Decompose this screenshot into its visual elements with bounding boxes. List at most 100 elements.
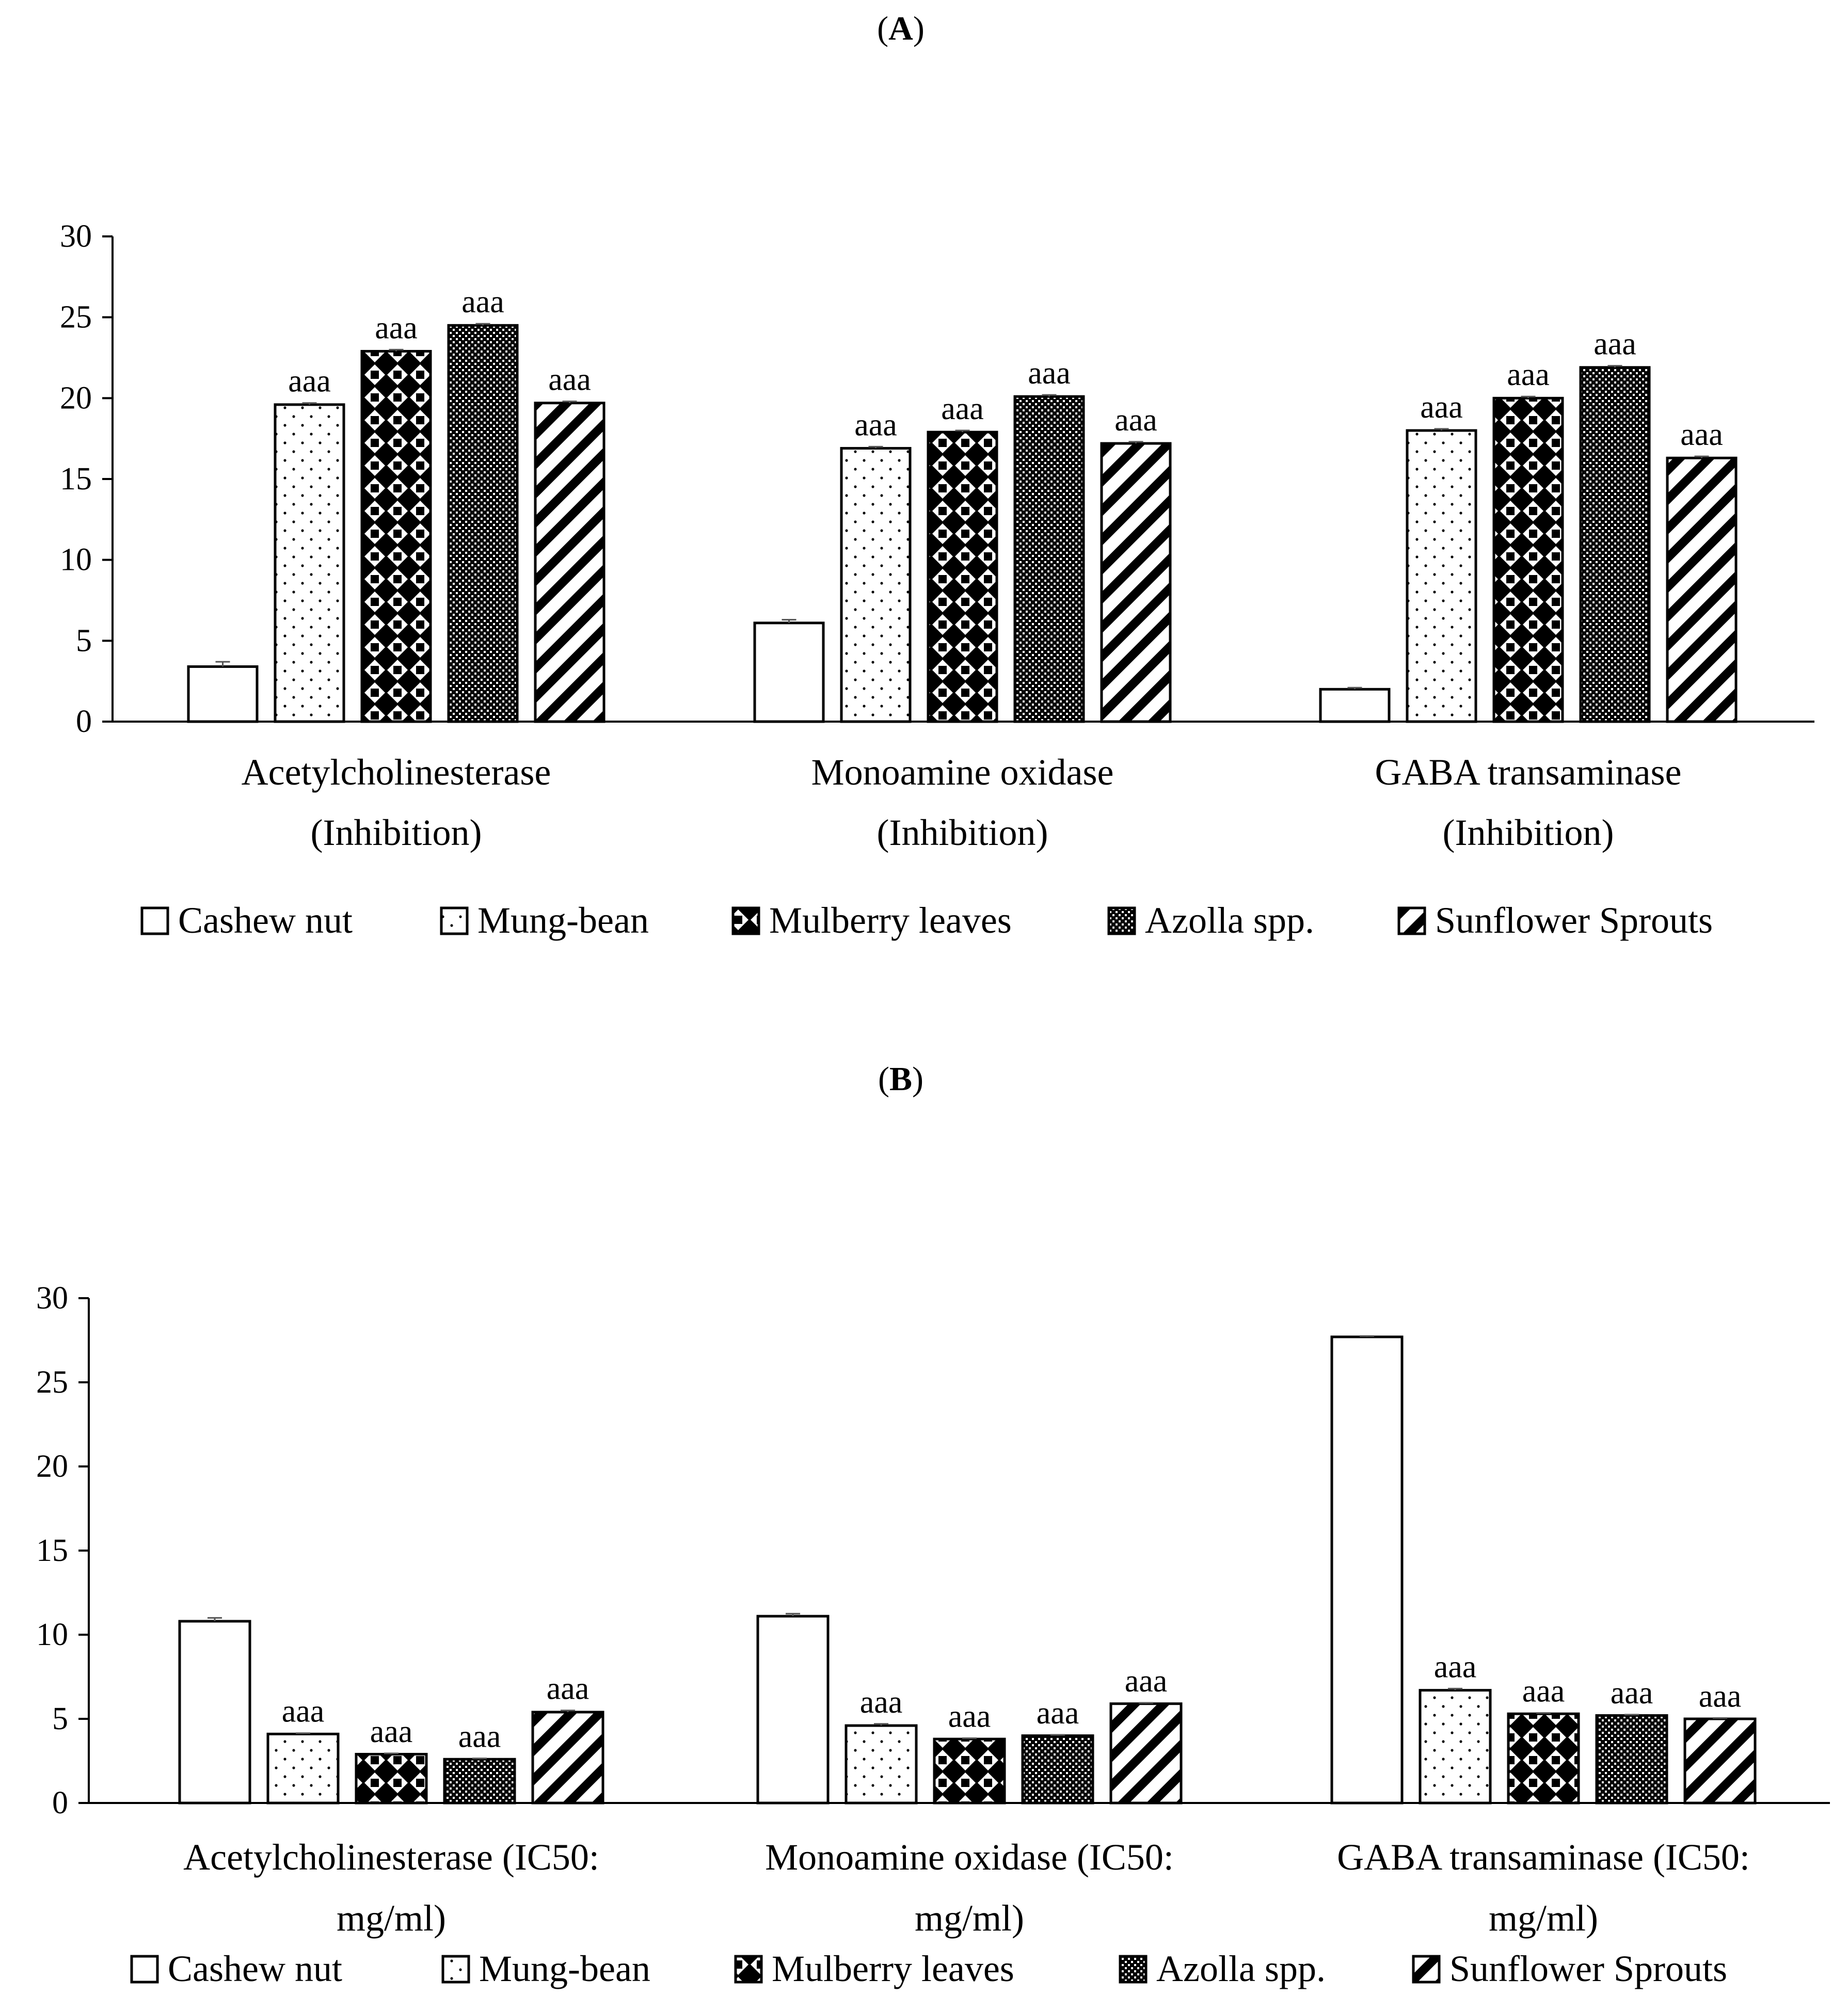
legend-swatch — [130, 1955, 159, 1984]
legend-swatch — [1412, 1955, 1441, 1984]
significance-label: aaa — [1037, 1696, 1079, 1731]
legend-swatch — [1119, 1955, 1148, 1984]
significance-label: aaa — [948, 1699, 991, 1734]
bar-mung-bean — [274, 403, 345, 723]
bar-sunflower-sprouts — [1100, 442, 1172, 723]
panel-title: (B) — [878, 1060, 923, 1098]
bar-mulberry-leaves — [927, 430, 998, 723]
bar-sunflower-sprouts — [531, 1711, 604, 1805]
bar-cashew-nut — [187, 665, 259, 723]
y-tick-label: 10 — [36, 1617, 68, 1652]
category-label: Acetylcholinesterase — [242, 752, 551, 793]
legend-swatch — [731, 906, 760, 935]
legend-label: Sunflower Sprouts — [1435, 900, 1713, 941]
bar-azolla-spp — [1595, 1714, 1668, 1805]
bar-sunflower-sprouts — [1683, 1717, 1757, 1805]
bar-azolla-spp — [1013, 395, 1085, 723]
bar-sunflower-sprouts — [1109, 1702, 1183, 1805]
significance-label: aaa — [458, 1719, 501, 1754]
bar-mulberry-leaves — [1492, 396, 1564, 723]
legend: Cashew nut Mung-bean Mulberry leaves Azolla… — [130, 1948, 1727, 1989]
bar-mung-bean — [1406, 429, 1477, 723]
legend: Cashew nut Mung-bean Mulberry leaves Azolla… — [140, 900, 1713, 941]
bar-cashew-nut — [1319, 688, 1391, 723]
significance-label: aaa — [1507, 357, 1550, 392]
category-label: mg/ml) — [337, 1897, 446, 1939]
significance-label: aaa — [548, 362, 591, 397]
legend-swatch — [1397, 906, 1426, 935]
y-tick-label: 30 — [36, 1281, 68, 1316]
significance-label: aaa — [1114, 403, 1157, 438]
significance-label: aaa — [1028, 356, 1071, 391]
bar-mulberry-leaves — [1507, 1712, 1580, 1805]
bar-azolla-spp — [1021, 1734, 1094, 1805]
bar-mulberry-leaves — [360, 349, 432, 723]
panel-title-letter: A — [888, 10, 913, 47]
legend-swatch — [1107, 906, 1136, 935]
category-label: (Inhibition) — [311, 812, 482, 853]
y-tick-label: 25 — [60, 300, 92, 335]
category-label: GABA transaminase — [1375, 752, 1682, 793]
significance-label: aaa — [461, 284, 504, 320]
y-tick-label: 5 — [52, 1701, 68, 1736]
legend-swatch — [441, 1955, 470, 1984]
significance-label: aaa — [1125, 1664, 1168, 1699]
y-tick-label: 15 — [36, 1533, 68, 1568]
category-label: (Inhibition) — [877, 812, 1048, 853]
legend-label: Mulberry leaves — [769, 900, 1012, 941]
panel-title-open: ( — [878, 1060, 889, 1098]
legend-label: Sunflower Sprouts — [1449, 1948, 1727, 1989]
legend-swatch — [140, 906, 169, 935]
bar-mulberry-leaves — [355, 1752, 428, 1805]
y-tick-label: 25 — [36, 1365, 68, 1400]
panel-a: (A) 0 5 10 15 20 25 30 aaa aaa aaa aaa Acetylcholine… — [60, 10, 1814, 941]
significance-label: aaa — [288, 364, 331, 399]
legend-label: Mulberry leaves — [772, 1948, 1014, 1989]
legend-label: Cashew nut — [178, 900, 353, 941]
significance-label: aaa — [1680, 417, 1723, 452]
panel-title-close: ) — [913, 10, 925, 47]
bar-mung-bean — [840, 446, 912, 723]
panel-title: (A) — [877, 10, 925, 47]
legend-swatch — [734, 1955, 763, 1984]
category-label: mg/ml) — [915, 1897, 1024, 1939]
bar-mung-bean — [1419, 1689, 1492, 1805]
significance-label: aaa — [375, 310, 418, 345]
legend-label: Mung-bean — [479, 1948, 650, 1989]
legend-label: Azolla spp. — [1145, 900, 1314, 941]
significance-label: aaa — [941, 391, 984, 426]
panel-title-letter: B — [889, 1060, 912, 1098]
significance-label: aaa — [282, 1694, 325, 1729]
significance-label: aaa — [1594, 327, 1636, 362]
category-label: (Inhibition) — [1443, 812, 1614, 853]
significance-label: aaa — [1699, 1679, 1742, 1714]
bar-mung-bean — [845, 1724, 918, 1805]
bar-azolla-spp — [1579, 366, 1651, 723]
significance-label: aaa — [1611, 1675, 1653, 1711]
bar-cashew-nut — [1330, 1335, 1404, 1805]
significance-label: aaa — [1522, 1674, 1565, 1709]
panel-title-open: ( — [877, 10, 888, 47]
bar-sunflower-sprouts — [534, 402, 606, 723]
significance-label: aaa — [1434, 1649, 1477, 1684]
y-tick-label: 20 — [60, 380, 92, 416]
y-tick-label: 0 — [76, 704, 92, 739]
bar-sunflower-sprouts — [1666, 456, 1738, 723]
bar-cashew-nut — [753, 621, 825, 723]
category-label: Monoamine oxidase — [811, 752, 1114, 793]
category-label: mg/ml) — [1489, 1897, 1598, 1939]
significance-label: aaa — [370, 1714, 413, 1749]
panel-b: (B) 0 5 10 15 20 25 30 aaa aaa aaa aaa Acetylcholine… — [36, 1060, 1830, 1989]
bar-azolla-spp — [447, 324, 519, 723]
legend-swatch — [440, 906, 469, 935]
y-tick-label: 30 — [60, 219, 92, 254]
bar-cashew-nut — [756, 1615, 830, 1805]
significance-label: aaa — [854, 407, 897, 442]
legend-label: Cashew nut — [168, 1948, 342, 1989]
legend-label: Mung-bean — [477, 900, 649, 941]
bar-azolla-spp — [443, 1758, 516, 1805]
y-tick-label: 5 — [76, 623, 92, 658]
bar-cashew-nut — [178, 1620, 251, 1805]
significance-label: aaa — [547, 1671, 590, 1706]
